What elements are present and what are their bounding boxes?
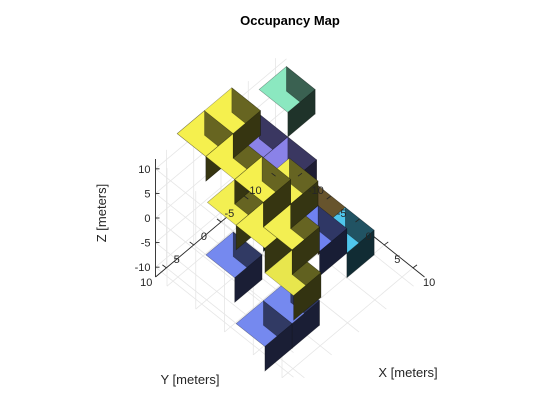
x-tick-label: -10 — [308, 185, 324, 197]
z-tick-label: 5 — [144, 188, 150, 200]
x-tick-label: -5 — [337, 208, 347, 220]
y-tick-mark — [162, 264, 167, 269]
voxel-layer — [176, 65, 375, 372]
tick-labels: -10 -5 0 5 10 -10 -5 0 5 10 -10 -5 0 5 10 — [135, 164, 436, 289]
x-tick-mark — [383, 241, 389, 246]
voxel — [258, 65, 316, 138]
x-tick-mark — [355, 218, 360, 223]
grid-line-9 — [166, 267, 305, 379]
x-tick-label: 0 — [365, 231, 371, 243]
voxel-side-face — [293, 272, 322, 321]
x-tick-mark — [326, 195, 332, 200]
voxel-side-face — [291, 226, 320, 276]
z-tick-label: 0 — [144, 213, 150, 225]
z-tick-label: -10 — [135, 262, 151, 274]
voxel-side-face — [263, 178, 292, 228]
voxel-side-face — [232, 110, 261, 159]
voxel-side-face — [234, 254, 263, 304]
y-tick-label: 10 — [140, 277, 152, 289]
y-tick-mark — [189, 241, 194, 246]
x-tick-label: 10 — [423, 277, 435, 289]
z-axis-label: Z [meters] — [94, 184, 109, 243]
voxel — [204, 87, 261, 159]
y-tick-label: 0 — [201, 231, 207, 243]
y-axis-label: Y [meters] — [160, 372, 219, 387]
voxel-side-face — [291, 300, 320, 349]
voxel — [235, 300, 293, 372]
z-tick-label: -5 — [141, 238, 151, 250]
y-tick-mark — [271, 172, 276, 177]
y-tick-label: -10 — [246, 185, 262, 197]
y-tick-label: 5 — [174, 254, 180, 266]
chart-title: Occupancy Map — [240, 13, 340, 28]
x-tick-label: 5 — [394, 254, 400, 266]
x-axis-label: X [meters] — [378, 365, 437, 380]
x-tick-mark — [412, 264, 418, 269]
y-tick-mark — [244, 195, 249, 200]
y-tick-label: -5 — [225, 208, 235, 220]
voxel — [234, 155, 292, 228]
voxel-side-face — [287, 88, 316, 138]
x-tick-mark — [297, 172, 303, 177]
z-tick-label: 10 — [138, 164, 150, 176]
y-tick-mark — [216, 218, 222, 223]
